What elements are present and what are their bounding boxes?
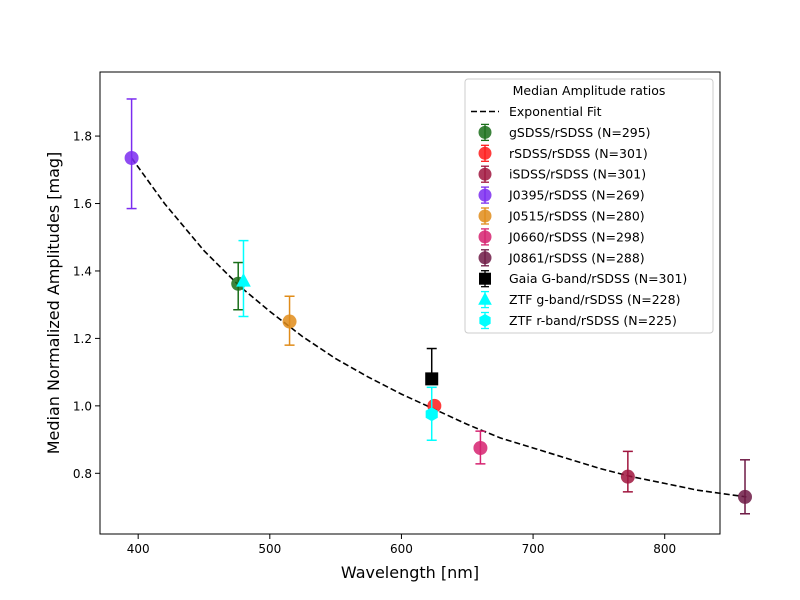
y-tick-label: 1.6 [73,197,92,211]
data-marker [124,150,139,165]
legend-entry: J0660/rSDSS (N=298) [478,228,645,246]
legend-marker [478,167,492,181]
data-marker [425,407,438,422]
legend-entry: iSDSS/rSDSS (N=301) [478,165,646,183]
data-marker [425,372,439,386]
series-point [124,98,139,210]
plot-frame [99,71,721,535]
x-tick-label: 400 [127,542,150,556]
legend: Median Amplitude ratios Exponential Fit g… [464,78,714,334]
series-point [473,430,488,465]
legend-marker [478,146,492,160]
legend-marker [478,209,492,223]
series-point [425,347,439,386]
y-tick-label: 1.2 [73,332,92,346]
legend-label: Gaia G-band/rSDSS (N=301) [509,271,687,286]
data-marker [473,441,488,456]
legend-marker [478,188,492,202]
legend-entry: J0515/rSDSS (N=280) [478,207,645,225]
x-axis-label: Wavelength [nm] [341,563,479,582]
legend-marker [478,292,492,305]
legend-entry: gSDSS/rSDSS (N=295) [478,123,651,142]
legend-label: iSDSS/rSDSS (N=301) [509,167,646,182]
legend-label: rSDSS/rSDSS (N=301) [509,146,648,161]
legend-label: ZTF g-band/rSDSS (N=228) [509,292,680,307]
legend-entry: Gaia G-band/rSDSS (N=301) [479,270,687,288]
legend-marker [479,314,491,327]
legend-marker [478,125,492,139]
data-marker [738,489,753,504]
series-point [620,450,635,493]
legend-frame [464,78,714,334]
legend-label: J0515/rSDSS (N=280) [508,209,645,224]
legend-title: Median Amplitude ratios [513,83,666,98]
legend-label: ZTF r-band/rSDSS (N=225) [509,313,677,328]
y-tick-label: 0.8 [73,467,92,481]
axes-layer: 400 500 600 700 800 0.8 1.0 1.2 1.4 1.6 1.8 [73,130,676,556]
x-tick-label: 500 [258,542,281,556]
y-axis-label: Median Normalized Amplitudes [mag] [44,152,63,455]
data-marker [620,469,635,484]
data-marker [236,273,251,287]
x-tick-label: 700 [522,542,545,556]
legend-entry: ZTF r-band/rSDSS (N=225) [479,311,677,330]
y-tick-label: 1.8 [73,130,92,144]
legend-marker [478,251,492,265]
legend-entry: ZTF g-band/rSDSS (N=228) [478,290,680,309]
series-layer [124,98,753,515]
legend-label: J0660/rSDSS (N=298) [508,229,645,244]
x-tick-label: 600 [390,542,413,556]
legend-marker [478,230,492,244]
legend-label: J0861/rSDSS (N=288) [508,250,645,265]
legend-entry: rSDSS/rSDSS (N=301) [478,144,648,162]
legend-marker [479,272,491,285]
legend-label: gSDSS/rSDSS (N=295) [509,125,651,140]
y-tick-label: 1.4 [73,264,92,278]
legend-label: Exponential Fit [509,104,602,119]
y-tick-label: 1.0 [73,399,92,413]
legend-entry-fit: Exponential Fit [471,104,602,119]
series-point [425,386,438,442]
data-marker [282,314,297,329]
series-point [738,459,753,515]
legend-entry: J0395/rSDSS (N=269) [478,186,645,204]
legend-label: J0395/rSDSS (N=269) [508,188,645,203]
x-tick-label: 800 [653,542,676,556]
legend-entry: J0861/rSDSS (N=288) [478,249,645,267]
legend-items: Exponential Fit gSDSS/rSDSS (N=295) rSDSS/… [471,104,687,330]
series-point [236,239,251,318]
series-point [282,295,297,346]
